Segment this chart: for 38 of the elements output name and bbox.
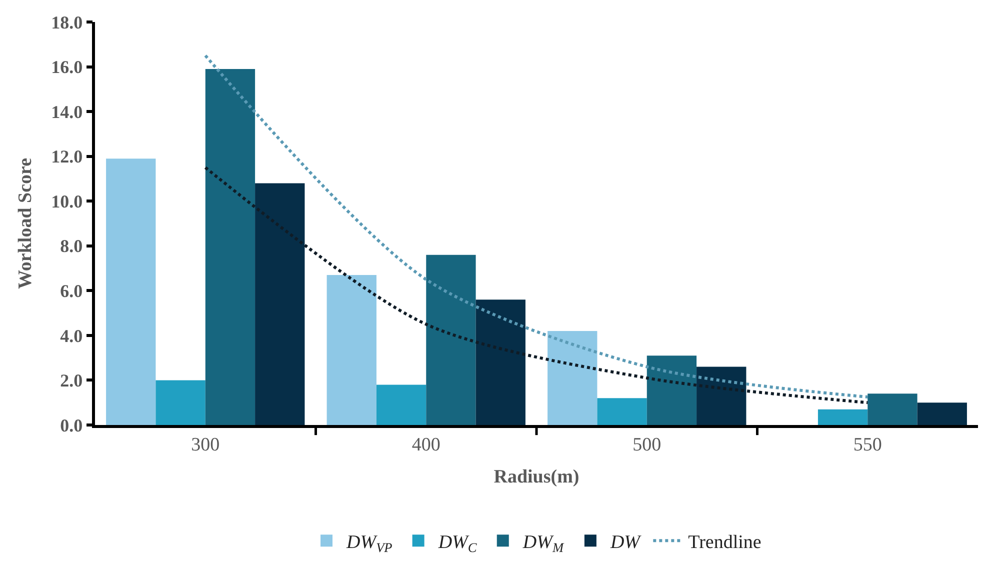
y-tick-label: 8.0 xyxy=(60,236,83,256)
bar xyxy=(868,394,918,425)
bar xyxy=(696,366,746,425)
bar xyxy=(597,398,647,425)
x-axis-title: Radius(m) xyxy=(494,466,580,488)
legend-label: DW$_{VP}$ xyxy=(346,532,392,555)
bar xyxy=(326,274,376,425)
legend-label: DW$_{M}$ xyxy=(522,532,564,555)
line-series xyxy=(204,54,870,399)
y-tick-label: 16.0 xyxy=(51,57,83,78)
bar xyxy=(548,330,598,425)
bar xyxy=(426,254,476,425)
x-tick-label: 400 xyxy=(412,434,440,456)
bar xyxy=(376,384,426,425)
bar xyxy=(476,300,526,425)
y-tick-label: 10.0 xyxy=(51,191,83,212)
legend-label: Trendline xyxy=(688,532,762,553)
bar xyxy=(205,69,256,425)
y-tick-label: 0.0 xyxy=(60,415,83,436)
x-tick-label: 300 xyxy=(191,434,220,456)
x-tick-label: 500 xyxy=(632,434,662,456)
bar xyxy=(917,402,967,425)
x-tick-label: 550 xyxy=(853,434,882,456)
y-tick-label: 2.0 xyxy=(60,370,83,391)
y-tick-label: 6.0 xyxy=(60,280,83,301)
bar xyxy=(106,158,156,425)
y-tick-label: 12.0 xyxy=(51,146,83,167)
bar xyxy=(156,380,206,425)
line-series xyxy=(204,166,870,404)
bar xyxy=(818,409,868,425)
legend-label: DW$_{C}$ xyxy=(437,532,477,555)
legend-label: DW xyxy=(609,532,642,553)
y-tick-label: 14.0 xyxy=(51,102,83,122)
y-tick-label: 18.0 xyxy=(51,12,83,32)
bar xyxy=(255,183,305,425)
bar xyxy=(646,356,697,425)
y-axis-title: Workload Score xyxy=(15,158,36,290)
y-tick-label: 4.0 xyxy=(60,326,83,346)
